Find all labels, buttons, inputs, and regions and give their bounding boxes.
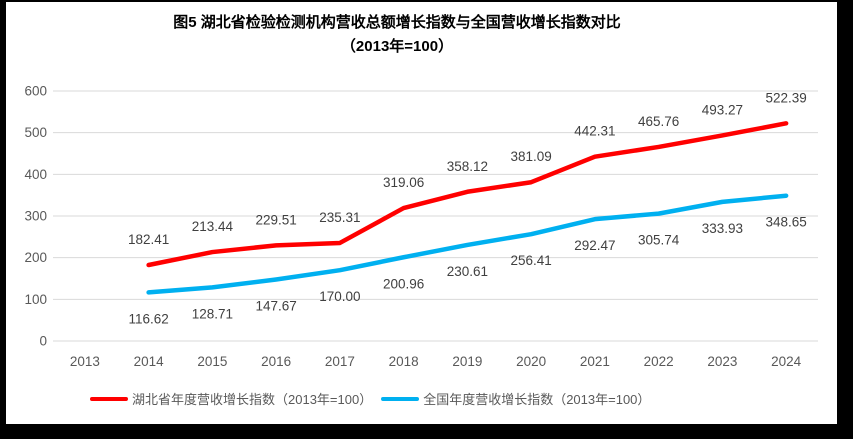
y-axis-tick-label: 200 [24, 250, 47, 265]
series-line-0 [146, 121, 789, 268]
data-label: 200.96 [383, 276, 424, 291]
legend-item-national: 全国年度营收增长指数（2013年=100） [381, 389, 650, 408]
chart-subtitle: （2013年=100） [340, 38, 454, 55]
x-axis-tick-label: 2022 [644, 354, 674, 369]
data-label: 229.51 [255, 212, 296, 227]
data-label: 256.41 [510, 253, 551, 268]
data-label: 348.65 [765, 215, 806, 230]
data-label: 319.06 [383, 175, 424, 190]
legend-item-hubei: 湖北省年度营收增长指数（2013年=100） [90, 389, 372, 408]
data-label: 333.93 [702, 221, 743, 236]
data-label: 522.39 [765, 90, 806, 105]
x-axis-tick-label: 2015 [197, 354, 227, 369]
series-line-1 [146, 193, 789, 295]
x-axis-tick-label: 2023 [707, 354, 737, 369]
data-label: 128.71 [192, 306, 233, 321]
data-label: 235.31 [319, 210, 360, 225]
data-label: 230.61 [447, 264, 488, 279]
x-axis-tick-label: 2019 [452, 354, 482, 369]
x-axis-tick-label: 2024 [771, 354, 802, 369]
data-label: 116.62 [128, 311, 168, 326]
y-axis-tick-label: 600 [24, 84, 47, 99]
y-axis-tick-label: 0 [39, 334, 47, 349]
chart-legend: 湖北省年度营收增长指数（2013年=100） 全国年度营收增长指数（2013年=… [90, 389, 650, 408]
x-axis-tick-label: 2016 [261, 354, 291, 369]
x-axis-tick-label: 2021 [580, 354, 610, 369]
data-label: 493.27 [702, 102, 743, 117]
y-axis-tick-label: 400 [24, 167, 47, 182]
data-label: 292.47 [574, 238, 615, 253]
data-label: 358.12 [447, 159, 488, 174]
data-label: 147.67 [255, 298, 296, 313]
legend-label-hubei: 湖北省年度营收增长指数（2013年=100） [132, 392, 373, 407]
data-label: 213.44 [192, 219, 234, 234]
x-axis-tick-label: 2014 [134, 354, 165, 369]
data-label: 170.00 [319, 289, 360, 304]
chart-panel: 图5 湖北省检验检测机构营收总额增长指数与全国营收增长指数对比 （2013年=1… [6, 2, 837, 424]
x-axis-tick-label: 2017 [325, 354, 355, 369]
data-label: 182.41 [128, 232, 169, 247]
y-axis-tick-label: 500 [24, 125, 47, 140]
chart-title: 图5 湖北省检验检测机构营收总额增长指数与全国营收增长指数对比 [173, 14, 621, 31]
data-label: 381.09 [510, 149, 551, 164]
chart-title-block: 图5 湖北省检验检测机构营收总额增长指数与全国营收增长指数对比 （2013年=1… [6, 11, 788, 59]
x-axis-tick-label: 2013 [70, 354, 100, 369]
hubei-series-swatch [90, 396, 128, 401]
x-axis-tick-label: 2020 [516, 354, 546, 369]
national-series-swatch [381, 396, 420, 401]
data-label: 305.74 [638, 233, 680, 248]
data-label: 465.76 [638, 114, 679, 129]
legend-label-national: 全国年度营收增长指数（2013年=100） [423, 392, 651, 407]
data-label: 442.31 [574, 124, 615, 139]
line-chart: 0 100 200 300 400 500 600 2013 2014 2015 2016 2017 2… [24, 84, 818, 369]
y-axis-tick-label: 300 [24, 209, 47, 224]
y-axis-tick-label: 100 [24, 292, 47, 307]
x-axis-tick-label: 2018 [389, 354, 419, 369]
